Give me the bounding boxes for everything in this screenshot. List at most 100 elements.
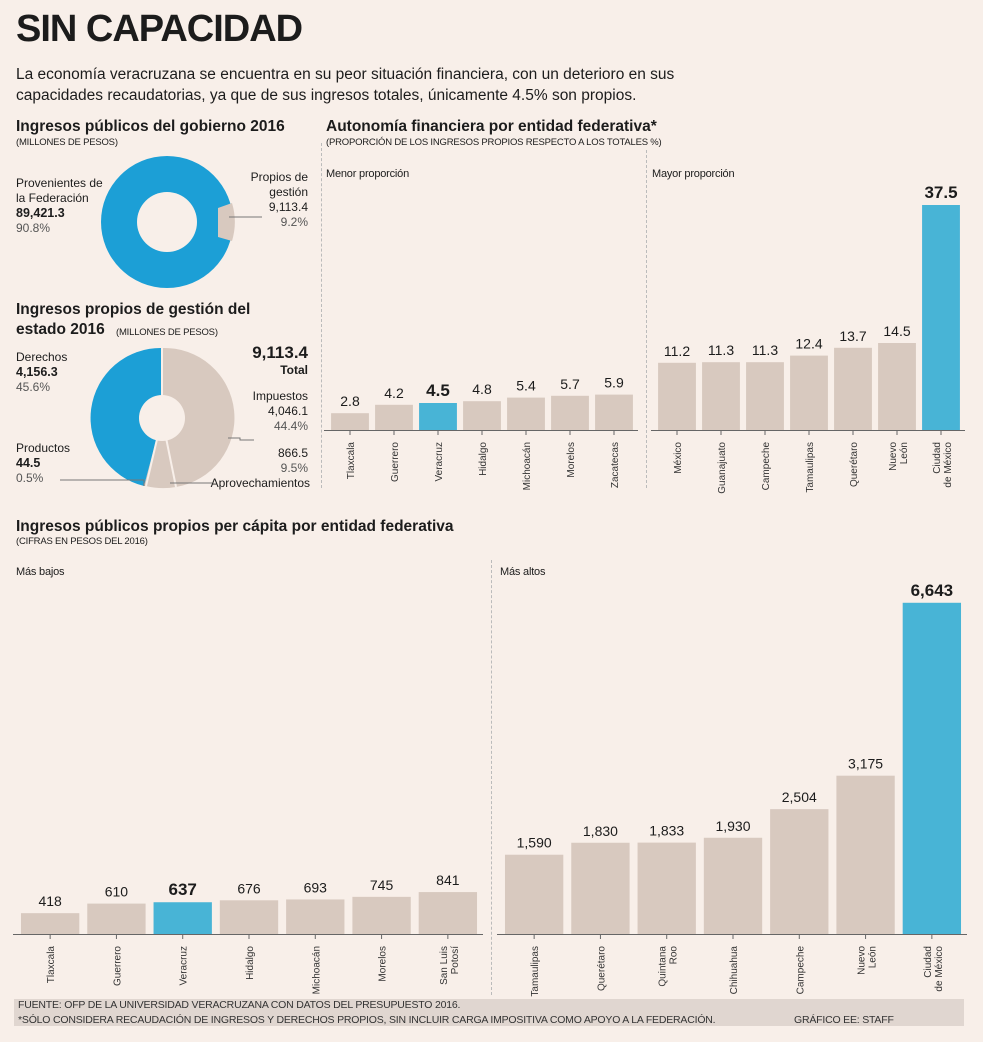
x-tick-label: Veracruz	[434, 442, 445, 481]
autonomia-title: Autonomía financiera por entidad federat…	[326, 118, 657, 135]
autonomia-panel-label-menor: Menor proporción	[326, 168, 410, 180]
donut2-total-label: Total	[280, 363, 308, 377]
donut2-slice-impuestos	[162, 347, 235, 487]
x-tick-label: Chihuahua	[729, 946, 740, 995]
donut2-slice-derechos	[90, 347, 162, 486]
bar-méxico	[658, 362, 696, 430]
bar-campeche	[770, 809, 829, 934]
bar-value-label: 610	[105, 884, 129, 900]
x-tick-label: Tlaxcala	[46, 946, 57, 984]
bar-value-label: 5.7	[560, 376, 580, 392]
donut1-subtitle: (MILLONES DE PESOS)	[16, 137, 118, 148]
donut2-chart	[60, 347, 254, 489]
percapita-panel-label-bajos: Más bajos	[16, 566, 65, 578]
bar-value-label: 1,830	[583, 823, 618, 839]
bar-veracruz	[419, 403, 457, 430]
bar-value-label: 2.8	[340, 393, 360, 409]
bar-value-label: 6,643	[911, 581, 954, 600]
bar-value-label: 637	[169, 880, 197, 899]
bar-guerrero	[375, 404, 413, 430]
bar-zacatecas	[595, 394, 633, 430]
x-tick-label: Tlaxcala	[346, 442, 357, 480]
slice-percent: 90.8%	[16, 221, 51, 235]
slice-label-line1: Propios de	[250, 170, 308, 184]
bar-value-label: 418	[38, 893, 62, 909]
page-title: SIN CAPACIDAD	[16, 8, 303, 50]
x-tick-label: Michoacán	[311, 946, 322, 994]
x-tick-label: Michoacán	[522, 442, 533, 490]
footer-band	[14, 999, 964, 1026]
footer-source: FUENTE: OFP DE LA UNIVERSIDAD VERACRUZAN…	[18, 999, 461, 1011]
donut1-hole	[137, 192, 197, 252]
x-tick-label: Guanajuato	[717, 442, 728, 494]
slice-label: Productos	[16, 441, 71, 455]
x-tick-label: Morelos	[566, 442, 577, 478]
bar-ciudad-de-méxico	[902, 602, 962, 934]
donut2-label-impuestos: Impuestos 4,046.1 44.4%	[236, 389, 308, 434]
slice-label: Impuestos	[252, 389, 308, 403]
donut1-slice-propios	[218, 203, 235, 241]
bar-value-label: 745	[370, 877, 394, 893]
slice-value: 4,046.1	[267, 404, 308, 418]
donut2-total-value: 9,113.4	[252, 343, 308, 362]
x-tick-label: Campeche	[795, 946, 806, 995]
slice-percent: 0.5%	[16, 471, 44, 485]
bar-michoacán	[286, 899, 345, 934]
slice-value: 89,421.3	[16, 206, 65, 220]
footer-note: *SÓLO CONSIDERA RECAUDACIÓN DE INGRESOS …	[18, 1014, 716, 1026]
slice-label-line2: la Federación	[16, 191, 89, 205]
bar-querétaro	[834, 347, 872, 430]
donut1-label-federacion: Provenientes de la Federación 89,421.3 9…	[16, 176, 103, 236]
bar-value-label: 693	[304, 879, 328, 895]
x-tick-label: Guerrero	[390, 442, 401, 482]
x-tick-label: QuintanaRoo	[658, 946, 680, 987]
bar-michoacán	[507, 397, 545, 430]
bar-value-label: 5.9	[604, 375, 624, 391]
donut2-leader-productos	[60, 479, 145, 486]
bar-value-label: 12.4	[795, 336, 822, 352]
bar-hidalgo	[463, 401, 501, 430]
bar-campeche	[746, 362, 784, 430]
bar-value-label: 11.2	[664, 343, 690, 359]
percapita-title: Ingresos públicos propios per cápita por…	[16, 518, 454, 535]
bar-tamaulipas	[790, 355, 828, 430]
x-tick-label: Tamaulipas	[805, 442, 816, 493]
donut2-label-derechos: Derechos 4,156.3 45.6%	[16, 350, 67, 395]
x-tick-label: Querétaro	[849, 442, 860, 487]
percapita-subtitle: (CIFRAS EN PESOS DEL 2016)	[16, 536, 148, 547]
bar-guanajuato	[702, 362, 740, 430]
bar-tlaxcala	[331, 413, 369, 430]
donut2-leader-impuestos	[228, 437, 254, 441]
x-tick-label: Morelos	[378, 946, 389, 982]
bar-chihuahua	[703, 837, 763, 934]
x-tick-label: San LuisPotosí	[439, 946, 461, 985]
bar-tlaxcala	[20, 913, 80, 934]
bar-value-label: 676	[237, 880, 261, 896]
slice-label-line2: gestión	[269, 185, 308, 199]
slice-value: 9,113.4	[268, 200, 308, 214]
autonomia-panel-label-mayor: Mayor proporción	[652, 168, 735, 180]
footer-credit: GRÁFICO EE: STAFF	[794, 1014, 894, 1026]
bar-morelos	[551, 395, 589, 430]
bar-value-label: 1,930	[715, 818, 750, 834]
donut2-label-aprovechamientos: Aprovechamientos	[210, 476, 310, 490]
donut2-label-productos: Productos 44.5 0.5%	[16, 441, 70, 486]
bar-ciudad-de-méxico	[922, 205, 960, 430]
bar-tamaulipas	[504, 854, 564, 934]
slice-label-line1: Provenientes de	[16, 176, 103, 190]
bar-value-label: 14.5	[883, 323, 910, 339]
donut2-total: 9,113.4 Total	[236, 343, 308, 377]
autonomia-divider-mid	[646, 150, 647, 488]
percapita-divider	[491, 560, 492, 995]
bar-san-luis-potosí	[418, 892, 478, 934]
bar-nuevo-león	[878, 343, 916, 430]
x-tick-label: Veracruz	[179, 946, 190, 985]
bar-quintana-roo	[637, 842, 696, 934]
bar-veracruz	[153, 902, 212, 934]
donut2-hole	[139, 395, 185, 441]
percapita-panel-label-altos: Más altos	[500, 566, 546, 578]
slice-percent: 44.4%	[273, 419, 308, 433]
intro-text: La economía veracruzana se encuentra en …	[16, 66, 675, 104]
slice-percent: 9.5%	[280, 461, 308, 475]
